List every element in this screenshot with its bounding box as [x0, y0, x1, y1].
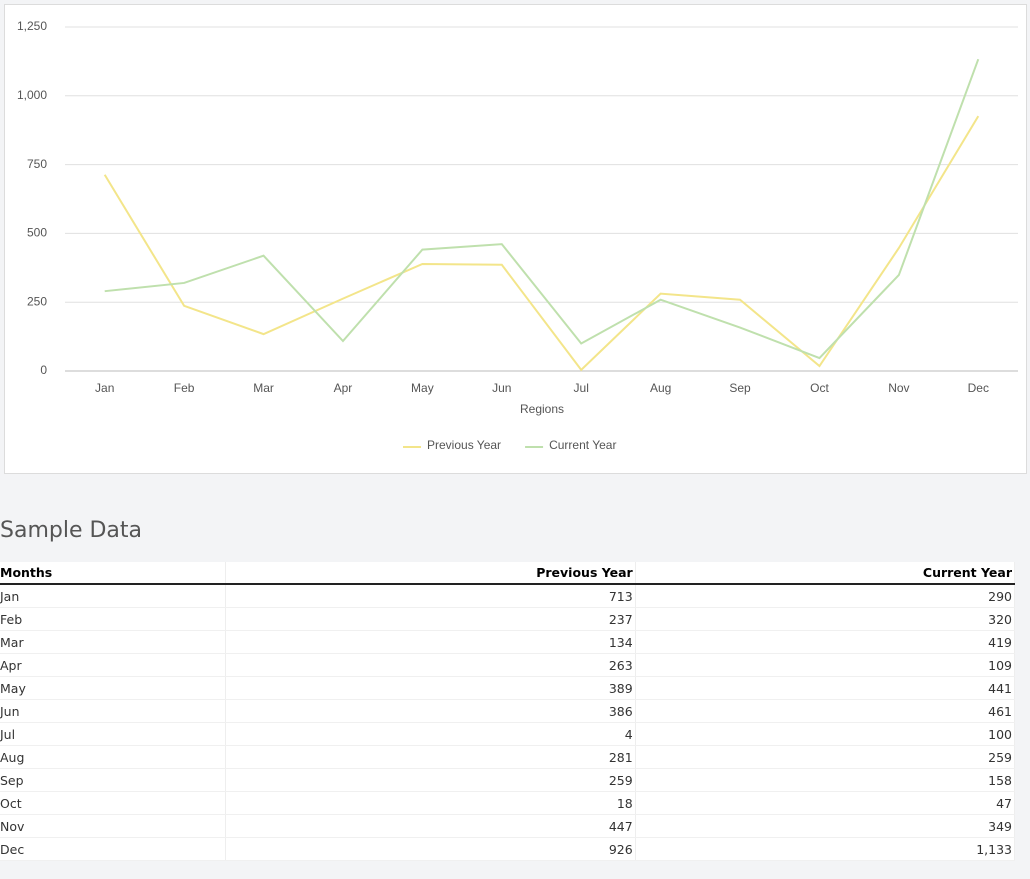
table-cell: 158 — [635, 768, 1016, 792]
table-row: Jul 4 100 — [0, 722, 1016, 746]
table-row: Jun 386 461 — [0, 699, 1016, 723]
table-row: Apr 263 109 — [0, 653, 1016, 677]
table-cell: 100 — [635, 722, 1016, 746]
table-cell: 461 — [635, 699, 1016, 723]
y-tick-label: 750 — [27, 157, 47, 171]
legend-label: Previous Year — [427, 438, 501, 452]
table-title: Sample Data — [0, 518, 143, 543]
x-tick-label: Mar — [253, 381, 274, 395]
table-body: Jan 713 290 Feb 237 320 Mar 134 419 Apr 263 109 May 3… — [0, 584, 1016, 861]
table-row: May 389 441 — [0, 676, 1016, 700]
y-tick-label: 250 — [27, 294, 47, 308]
table-cell: 1,133 — [635, 837, 1016, 861]
x-tick-label: Apr — [334, 381, 353, 395]
table-cell: 447 — [225, 814, 636, 838]
x-tick-label: Sep — [729, 381, 751, 395]
table-cell: Jul — [0, 722, 226, 746]
table-cell: 386 — [225, 699, 636, 723]
table-cell: Oct — [0, 791, 226, 815]
table-cell: 18 — [225, 791, 636, 815]
table-cell: 290 — [635, 584, 1016, 608]
table-cell: Aug — [0, 745, 226, 769]
x-tick-label: Nov — [888, 381, 909, 395]
table-cell: Mar — [0, 630, 226, 654]
table-cell: 134 — [225, 630, 636, 654]
table-row: Dec 926 1,133 — [0, 837, 1016, 861]
column-header: Previous Year — [225, 562, 636, 585]
series-line — [103, 115, 980, 372]
series-line — [104, 58, 980, 360]
data-table: Months Previous Year Current Year Jan 713 290… — [0, 562, 1016, 861]
table-row: Jan 713 290 — [0, 584, 1016, 608]
y-tick-label: 1,000 — [17, 88, 47, 102]
column-header: Months — [0, 562, 226, 585]
x-tick-label: Jul — [574, 381, 589, 395]
table-row: Mar 134 419 — [0, 630, 1016, 654]
y-tick-label: 0 — [40, 363, 47, 377]
table-row: Sep 259 158 — [0, 768, 1016, 792]
table-row: Oct 18 47 — [0, 791, 1016, 815]
y-tick-label: 1,250 — [17, 19, 47, 33]
table-cell: 259 — [635, 745, 1016, 769]
table-row: Aug 281 259 — [0, 745, 1016, 769]
table-cell: 259 — [225, 768, 636, 792]
table-cell: Apr — [0, 653, 226, 677]
table-cell: 713 — [225, 584, 636, 608]
table-row: Nov 447 349 — [0, 814, 1016, 838]
table-cell: Feb — [0, 607, 226, 631]
x-tick-label: Dec — [968, 381, 989, 395]
header-row: Months Previous Year Current Year — [0, 562, 1016, 585]
table-cell: 109 — [635, 653, 1016, 677]
table-cell: 263 — [225, 653, 636, 677]
x-tick-label: Aug — [650, 381, 671, 395]
y-tick-label: 500 — [27, 226, 47, 240]
table-cell: May — [0, 676, 226, 700]
x-tick-label: Jan — [95, 381, 114, 395]
table-cell: Jun — [0, 699, 226, 723]
table-cell: 419 — [635, 630, 1016, 654]
x-tick-label: Feb — [174, 381, 195, 395]
table-cell: 281 — [225, 745, 636, 769]
table-cell: Dec — [0, 837, 226, 861]
table-cell: Nov — [0, 814, 226, 838]
table-cell: 441 — [635, 676, 1016, 700]
x-axis-label: Regions — [520, 402, 564, 416]
table-cell: 926 — [225, 837, 636, 861]
table-cell: Jan — [0, 584, 226, 608]
table-cell: 349 — [635, 814, 1016, 838]
table-cell: 47 — [635, 791, 1016, 815]
table-cell: 389 — [225, 676, 636, 700]
table-cell: 237 — [225, 607, 636, 631]
x-tick-label: May — [411, 381, 434, 395]
table-cell: 4 — [225, 722, 636, 746]
chart-card: Regions 0 250 500 750 1,000 1,250 Jan Feb Mar Apr… — [4, 4, 1027, 474]
x-tick-label: Jun — [492, 381, 511, 395]
table-cell: Sep — [0, 768, 226, 792]
x-tick-label: Oct — [810, 381, 829, 395]
column-header: Current Year — [635, 562, 1016, 585]
chart: Regions 0 250 500 750 1,000 1,250 Jan Feb Mar Apr… — [17, 19, 1018, 452]
table-cell: 320 — [635, 607, 1016, 631]
table-row: Feb 237 320 — [0, 607, 1016, 631]
legend-label: Current Year — [549, 438, 616, 452]
